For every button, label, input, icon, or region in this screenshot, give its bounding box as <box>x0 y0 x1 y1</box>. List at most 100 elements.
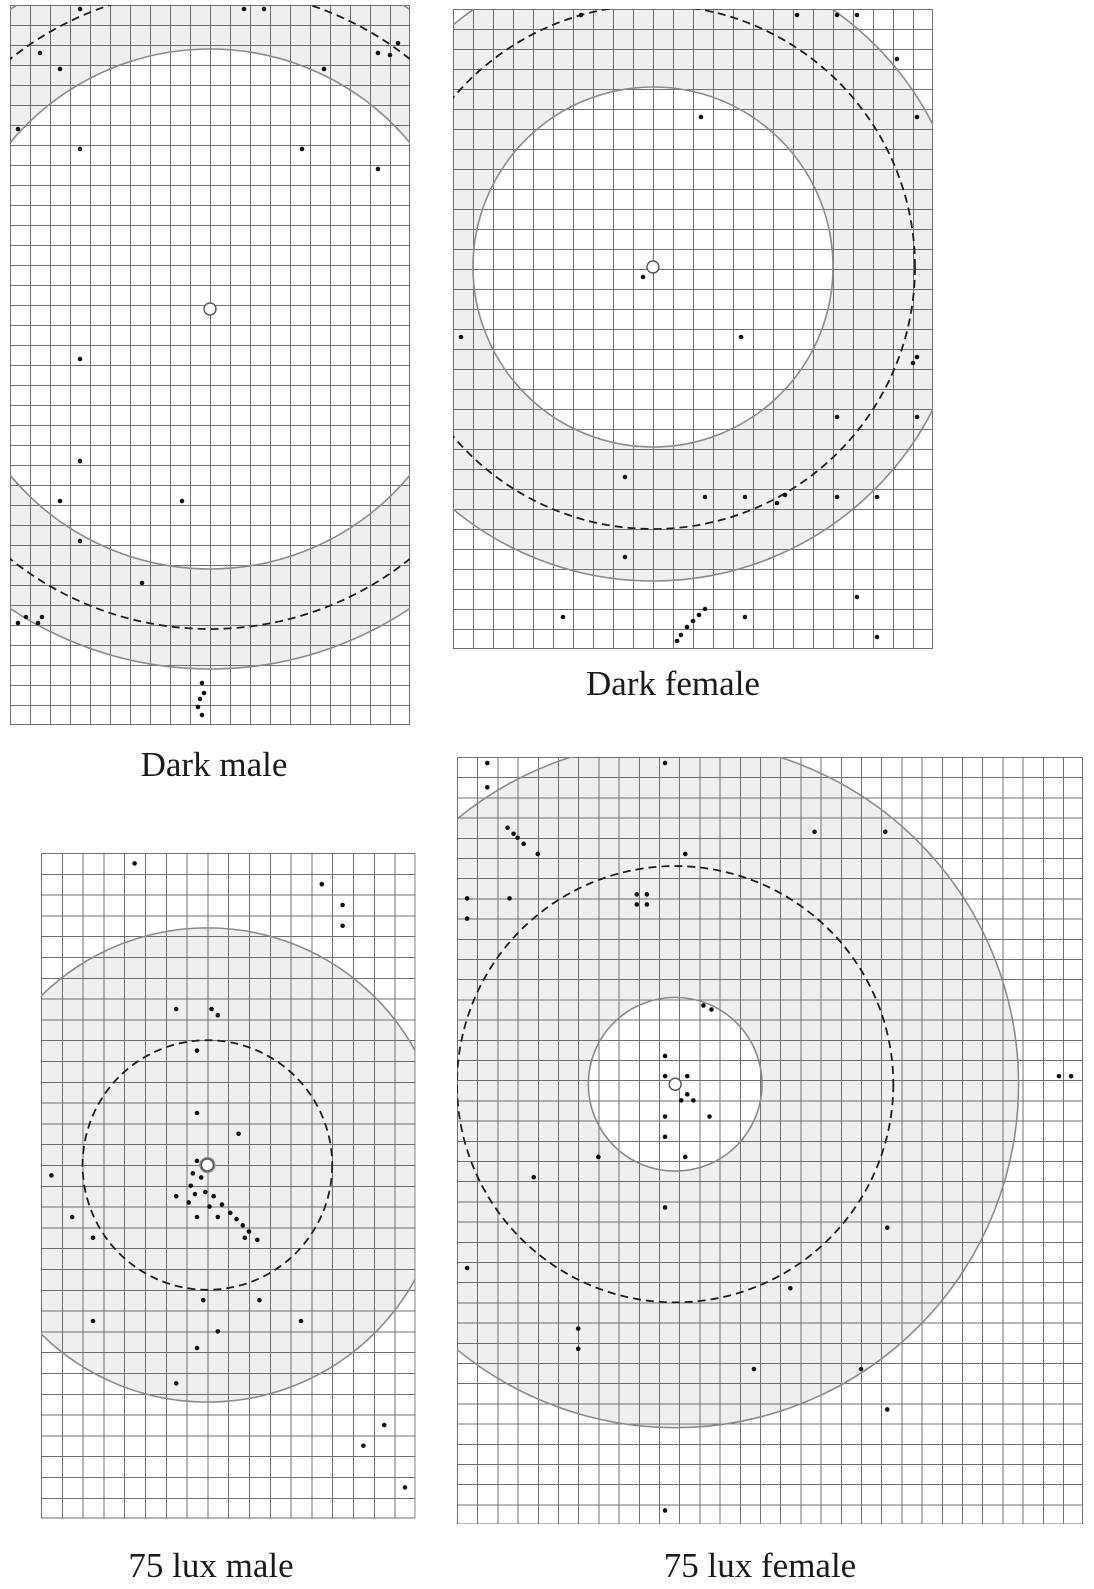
dark-female-dot <box>910 360 916 366</box>
75-lux-male-dot <box>381 1422 387 1428</box>
75-lux-female-dot <box>858 1366 864 1372</box>
75-lux-male-dot <box>173 1381 179 1386</box>
dark-male-dot <box>37 50 43 56</box>
75-lux-male-dot <box>194 1110 200 1116</box>
75-lux-male-dot <box>132 861 137 866</box>
dark-female-dot <box>622 474 628 480</box>
75-lux-female-dot <box>682 851 688 857</box>
75-lux-male-origin-marker <box>200 1158 215 1172</box>
dark-female-origin-marker <box>646 260 660 274</box>
dark-male-dot <box>57 498 63 504</box>
75-lux-male-grid-plot <box>41 853 416 1519</box>
dark-male-inner-circle <box>10 48 410 570</box>
75-lux-male-dot <box>215 1214 221 1220</box>
75-lux-female-dot <box>634 902 640 907</box>
75-lux-female-dot <box>662 1134 668 1140</box>
75-lux-male-dot <box>257 1297 262 1303</box>
75-lux-female-dot <box>684 1073 690 1079</box>
75-lux-male-plot-area <box>41 853 416 1519</box>
dark-female-dot <box>854 594 860 600</box>
dark-male-dot <box>299 146 305 152</box>
75-lux-female-dot <box>1068 1073 1074 1079</box>
75-lux-female-grid-plot <box>457 757 1084 1524</box>
dark-female-dot <box>914 114 920 120</box>
dark-male-dot <box>77 538 83 544</box>
panel-dark-female <box>453 9 940 657</box>
75-lux-male-outer-circle <box>41 927 416 1403</box>
dark-male-outer-circle <box>10 5 410 670</box>
75-lux-male-dot <box>255 1237 260 1243</box>
dark-male-dot <box>77 458 83 464</box>
dark-female-dot <box>914 414 920 420</box>
dark-male-dot <box>261 6 267 12</box>
dark-female-dot <box>698 114 704 120</box>
dark-male-dot <box>23 614 29 620</box>
75-lux-male-dot <box>209 1006 214 1012</box>
75-lux-female-dot <box>485 760 490 766</box>
caption-dark-male: Dark male <box>140 745 288 784</box>
75-lux-female-dot <box>521 841 526 847</box>
75-lux-female-dot <box>644 902 650 907</box>
caption-dark-female: Dark female <box>586 664 760 703</box>
75-lux-male-dot <box>207 1204 212 1209</box>
75-lux-male-dot <box>340 902 345 908</box>
panel-75-lux-female <box>457 757 1094 1524</box>
75-lux-male-dot <box>203 1189 208 1195</box>
dark-female-plot-area <box>453 9 933 649</box>
dark-female-dot <box>854 12 860 18</box>
caption-75-lux-female: 75 lux female <box>663 1546 857 1585</box>
75-lux-female-dot <box>531 1174 537 1180</box>
dark-female-dot <box>794 12 800 18</box>
75-lux-female-dot <box>634 892 640 897</box>
75-lux-female-dot <box>707 1114 712 1119</box>
dark-male-plot-area <box>10 5 410 725</box>
75-lux-male-dot <box>215 1012 221 1018</box>
75-lux-female-outer-circle <box>457 757 1020 1429</box>
75-lux-female-dot <box>884 1407 890 1412</box>
dark-male-dot <box>57 66 63 72</box>
75-lux-male-dot <box>69 1214 75 1220</box>
75-lux-female-dot <box>505 825 510 830</box>
dark-female-dashed-circle <box>453 9 916 530</box>
dark-male-dot <box>15 126 21 132</box>
dark-female-dot <box>774 500 780 506</box>
75-lux-female-dot <box>882 829 888 835</box>
75-lux-male-dot <box>227 1210 233 1216</box>
75-lux-male-dashed-circle <box>81 1039 334 1291</box>
dark-female-dot <box>782 492 788 498</box>
dark-female-dot <box>696 612 702 618</box>
dark-male-dot <box>321 66 327 72</box>
75-lux-female-dot <box>1056 1073 1062 1079</box>
75-lux-female-plot-area <box>457 757 1084 1524</box>
dark-female-dot <box>674 638 680 644</box>
75-lux-male-dot <box>215 1329 221 1334</box>
dark-female-dot <box>640 274 646 280</box>
dark-male-origin-marker <box>203 302 217 316</box>
75-lux-male-dot <box>194 1158 200 1164</box>
75-lux-male-dot <box>236 1131 241 1137</box>
75-lux-male-dot <box>246 1229 252 1234</box>
dark-male-dot <box>199 680 205 686</box>
dark-male-dot <box>241 6 247 12</box>
dark-male-dot <box>195 704 201 710</box>
dark-female-dot <box>834 414 840 420</box>
dark-female-dot <box>834 494 840 500</box>
75-lux-female-dot <box>691 1098 696 1103</box>
dark-male-dot <box>139 580 145 586</box>
75-lux-female-dot <box>788 1285 793 1291</box>
75-lux-female-dot <box>485 785 490 790</box>
75-lux-male-dot <box>194 1214 200 1220</box>
75-lux-female-dashed-circle <box>457 865 895 1304</box>
dark-female-dot <box>684 624 690 630</box>
75-lux-female-dot <box>515 835 520 841</box>
75-lux-female-dot <box>709 1007 714 1012</box>
dark-female-dot <box>742 494 748 500</box>
dark-male-dot <box>39 614 45 620</box>
dark-female-dot <box>702 606 708 612</box>
75-lux-female-dot <box>464 916 470 921</box>
dark-male-dot <box>395 40 401 46</box>
75-lux-female-dot <box>644 892 650 897</box>
75-lux-male-dot <box>194 1048 200 1053</box>
dark-male-dot <box>77 356 83 362</box>
dark-female-dot <box>622 554 628 560</box>
